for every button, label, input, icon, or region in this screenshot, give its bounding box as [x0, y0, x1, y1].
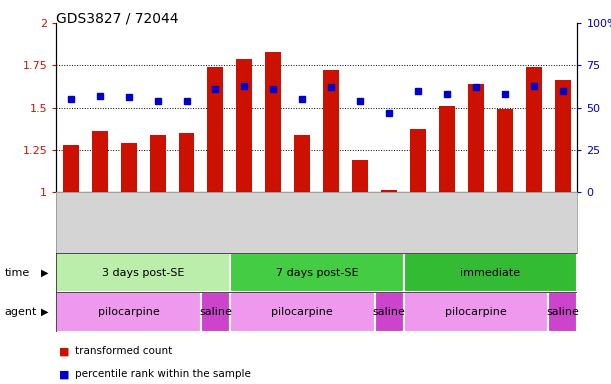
Text: percentile rank within the sample: percentile rank within the sample: [75, 369, 251, 379]
Bar: [201, 292, 230, 332]
Text: pilocarpine: pilocarpine: [98, 307, 159, 317]
Bar: [236, 58, 252, 192]
Bar: [265, 52, 281, 192]
Text: pilocarpine: pilocarpine: [271, 307, 333, 317]
Bar: [439, 106, 455, 192]
Text: agent: agent: [4, 307, 37, 317]
Bar: [295, 134, 310, 192]
Text: saline: saline: [373, 307, 406, 317]
Bar: [230, 253, 404, 292]
Text: 3 days post-SE: 3 days post-SE: [102, 268, 185, 278]
Bar: [381, 190, 397, 192]
Text: 7 days post-SE: 7 days post-SE: [276, 268, 358, 278]
Text: transformed count: transformed count: [75, 346, 172, 356]
Bar: [56, 292, 201, 332]
Text: time: time: [4, 268, 29, 278]
Bar: [323, 70, 339, 192]
Bar: [353, 160, 368, 192]
Bar: [92, 131, 108, 192]
Text: GDS3827 / 72044: GDS3827 / 72044: [56, 12, 178, 25]
Bar: [63, 145, 79, 192]
Bar: [178, 133, 194, 192]
Text: saline: saline: [199, 307, 232, 317]
Text: ▶: ▶: [42, 307, 49, 317]
Bar: [120, 143, 137, 192]
Bar: [468, 84, 484, 192]
Bar: [150, 134, 166, 192]
Bar: [410, 129, 426, 192]
Text: ▶: ▶: [42, 268, 49, 278]
Bar: [375, 292, 404, 332]
Bar: [526, 67, 542, 192]
Text: ■: ■: [59, 369, 70, 379]
Bar: [549, 292, 577, 332]
Text: pilocarpine: pilocarpine: [445, 307, 507, 317]
Bar: [56, 253, 230, 292]
Bar: [555, 81, 571, 192]
Bar: [404, 253, 577, 292]
Text: immediate: immediate: [461, 268, 521, 278]
Text: ■: ■: [59, 346, 70, 356]
Bar: [404, 292, 549, 332]
Text: saline: saline: [546, 307, 579, 317]
Bar: [497, 109, 513, 192]
Bar: [208, 67, 224, 192]
Bar: [230, 292, 375, 332]
